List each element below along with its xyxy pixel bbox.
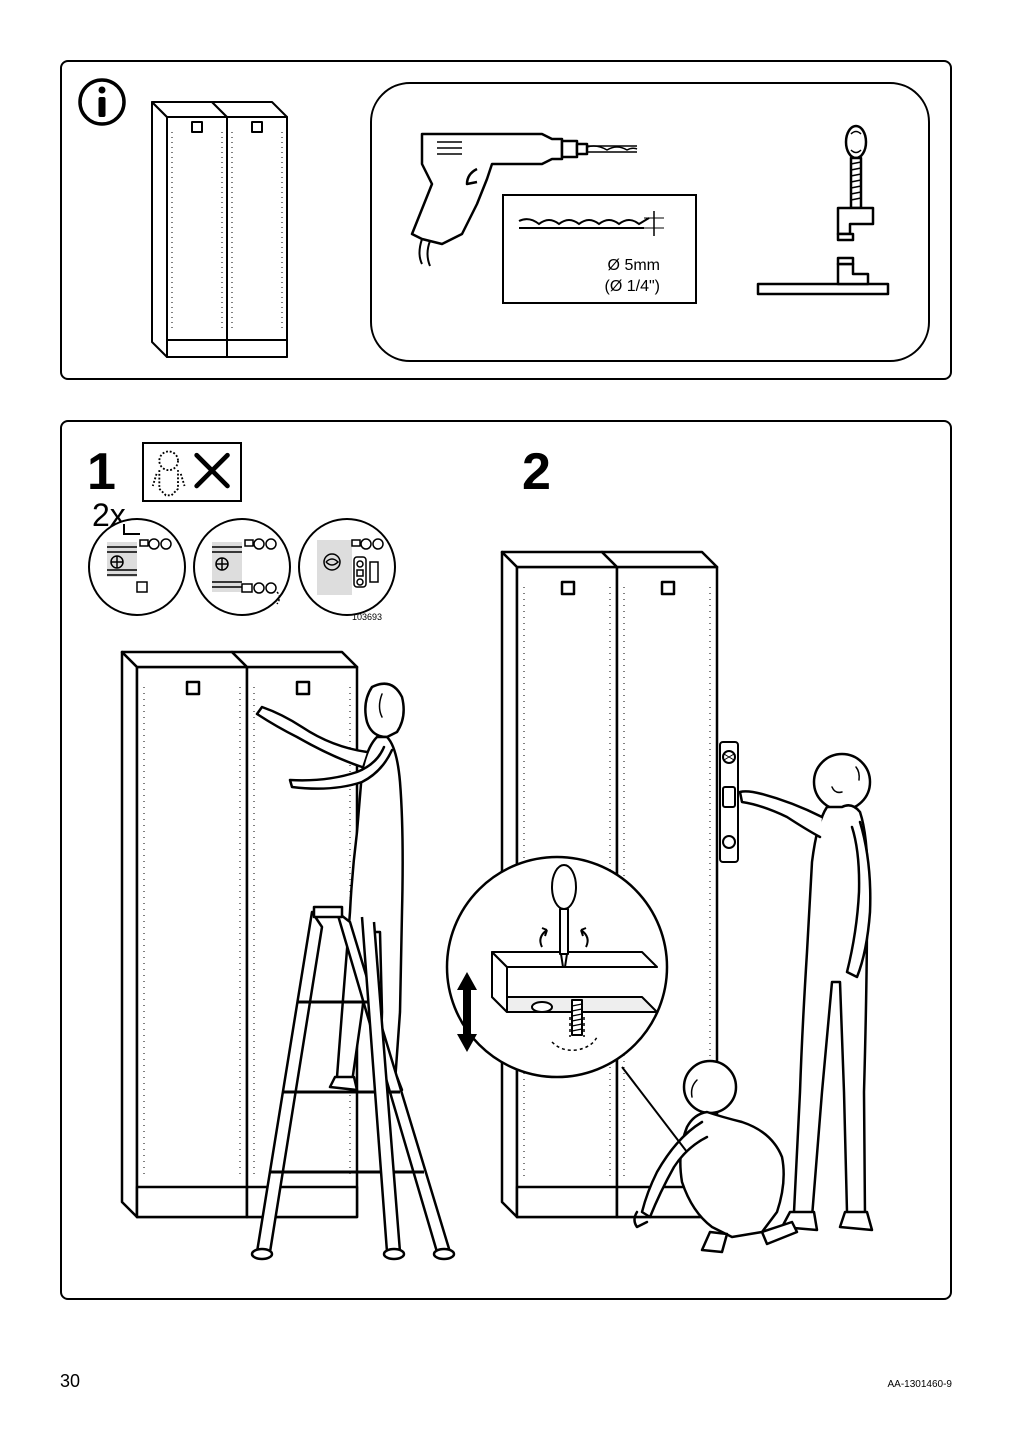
document-id: AA-1301460-9 — [888, 1379, 953, 1390]
page-footer: 30 AA-1301460-9 — [60, 1371, 952, 1392]
drill-bit-icon — [514, 206, 679, 246]
qty-connector — [122, 522, 142, 542]
steps-panel: 1 2 2x — [60, 420, 952, 1300]
drill-diameter-mm: Ø 5mm — [514, 256, 660, 277]
wardrobe-double-illustration — [142, 82, 322, 372]
info-panel: Ø 5mm (Ø 1/4") — [60, 60, 952, 380]
one-person-warning — [142, 442, 242, 502]
step-1-number: 1 — [87, 442, 116, 502]
callout-line — [617, 1062, 697, 1162]
clamp-illustration — [738, 124, 898, 324]
step1-main-illustration — [82, 632, 462, 1282]
drill-diameter-imperial: (Ø 1/4") — [514, 277, 660, 298]
step-2-number: 2 — [522, 442, 551, 502]
adjust-arrow-icon — [452, 972, 482, 1052]
page-number: 30 — [60, 1371, 80, 1392]
drill-bit-size-box: Ø 5mm (Ø 1/4") — [502, 194, 697, 304]
tools-required-box: Ø 5mm (Ø 1/4") — [370, 82, 930, 362]
info-icon — [77, 77, 127, 127]
part-number: 103693 — [352, 612, 382, 622]
